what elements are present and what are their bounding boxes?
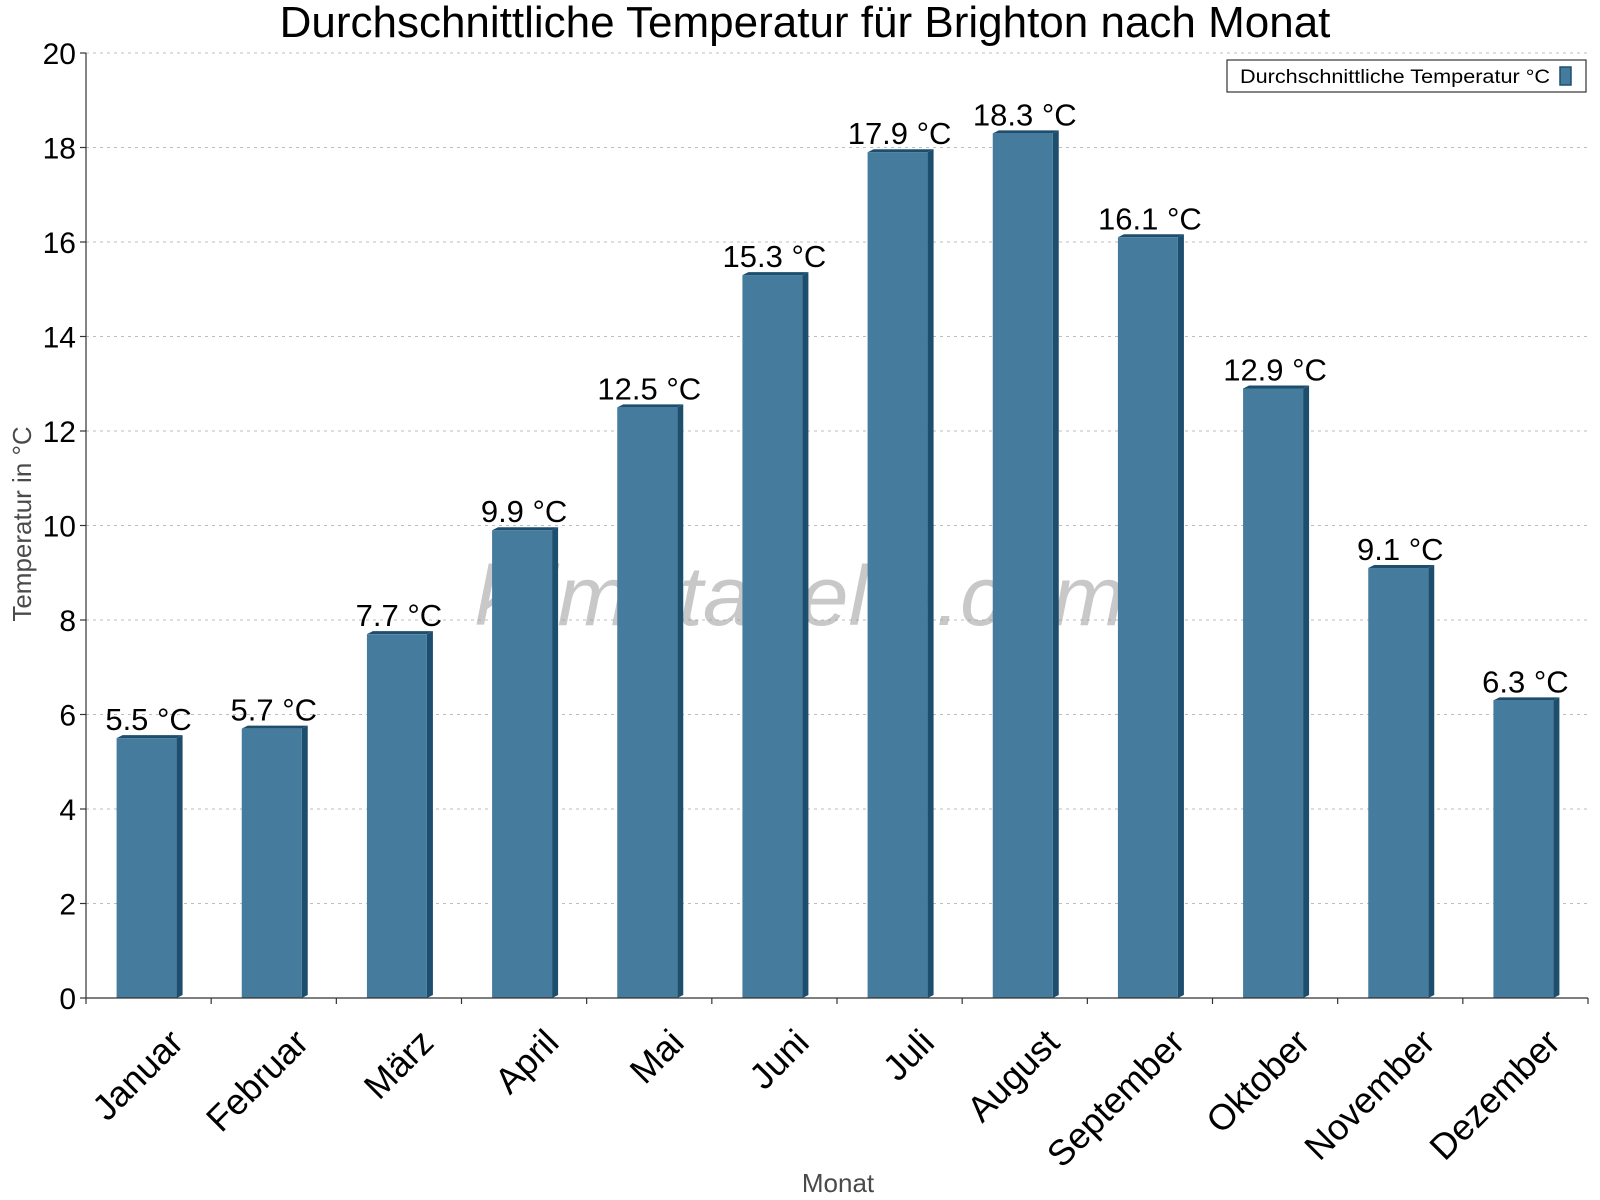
axes	[80, 52, 1589, 1004]
bar-top	[992, 130, 1059, 134]
bar-face	[742, 275, 803, 998]
legend-label: Durchschnittliche Temperatur °C	[1240, 67, 1550, 88]
bar-side	[1303, 385, 1310, 999]
legend-box	[1226, 59, 1587, 93]
x-tick-label: Juli	[875, 1021, 942, 1088]
legend: Durchschnittliche Temperatur °C	[1226, 59, 1587, 93]
x-tick-label: Juni	[741, 1021, 817, 1097]
chart-title: Durchschnittliche Temperatur für Brighto…	[280, 0, 1331, 47]
bar-april	[492, 527, 559, 998]
bar-januar	[116, 735, 183, 998]
x-tick-label: November	[1296, 1021, 1442, 1167]
y-axis-title: Temperatur in °C	[7, 426, 37, 621]
value-label: 12.5 °C	[597, 371, 701, 406]
x-tick-label: Dezember	[1421, 1021, 1567, 1167]
bar-top	[366, 631, 433, 635]
bar-face	[1117, 237, 1178, 998]
bar-side	[1052, 130, 1059, 998]
y-tick-label: 8	[59, 605, 76, 638]
x-tick-label: Oktober	[1198, 1021, 1318, 1141]
bar-side	[176, 735, 183, 998]
value-label: 6.3 °C	[1482, 664, 1569, 699]
bar-oktober	[1243, 385, 1310, 999]
bar-side	[426, 631, 433, 998]
value-label: 5.7 °C	[231, 693, 318, 728]
bar-top	[1243, 385, 1310, 389]
bar-face	[492, 530, 553, 998]
bar-face	[617, 407, 678, 998]
bar-side	[802, 272, 809, 998]
legend-swatch	[1559, 66, 1572, 86]
x-tick-label: September	[1039, 1021, 1193, 1175]
bar-top	[241, 725, 308, 729]
value-label: 16.1 °C	[1098, 201, 1202, 236]
bar-top	[492, 527, 559, 531]
x-tick-labels: Januar Februar März April Mai Juni Juli AugustS…	[84, 1021, 1568, 1175]
x-tick-label: April	[486, 1021, 566, 1101]
bar-juni	[742, 272, 809, 998]
y-tick-labels: 0 2 4 6 8 10 12 14 16 18 20	[43, 38, 76, 1016]
value-label: 12.9 °C	[1223, 352, 1327, 387]
y-tick-label: 14	[43, 322, 76, 355]
value-labels: 5.5 °C 5.7 °C 7.7 °C 9.9 °C 12.5 °C 15.3 °C 17…	[105, 97, 1568, 737]
bar-september	[1117, 234, 1184, 998]
value-label: 15.3 °C	[723, 239, 827, 274]
bar-face	[116, 738, 177, 998]
x-tick-label: Februar	[198, 1021, 316, 1139]
y-tick-label: 20	[43, 38, 76, 71]
value-label: 5.5 °C	[105, 702, 192, 737]
bar-august	[992, 130, 1059, 998]
bar-top	[1493, 697, 1560, 701]
value-label: 18.3 °C	[973, 97, 1077, 132]
value-label: 7.7 °C	[356, 598, 443, 633]
y-tick-label: 6	[59, 700, 76, 733]
bar-november	[1368, 565, 1435, 998]
bar-februar	[241, 725, 308, 998]
bar-side	[1553, 697, 1560, 998]
bar-side	[1428, 565, 1435, 998]
x-tick-label: März	[356, 1021, 442, 1107]
bar-face	[366, 634, 427, 998]
bar-dezember	[1493, 697, 1560, 998]
bar-side	[677, 404, 684, 998]
y-tick-label: 18	[43, 133, 76, 166]
bars	[116, 130, 1560, 999]
value-label: 9.1 °C	[1357, 532, 1444, 567]
bar-side	[1177, 234, 1184, 998]
bar-face	[1368, 568, 1429, 998]
bar-top	[1117, 234, 1184, 238]
bar-top	[116, 735, 183, 739]
y-tick-label: 16	[43, 227, 76, 260]
y-tick-label: 10	[43, 511, 76, 544]
bar-side	[552, 527, 559, 998]
y-tick-label: 0	[59, 983, 76, 1016]
y-tick-label: 2	[59, 889, 76, 922]
bar-face	[867, 152, 928, 999]
value-label: 9.9 °C	[481, 494, 568, 529]
bar-side	[301, 725, 308, 998]
bar-side	[927, 149, 934, 999]
bar-face	[1243, 388, 1304, 999]
x-tick-label: August	[959, 1021, 1067, 1129]
bar-top	[867, 149, 934, 153]
bar-juli	[867, 149, 934, 999]
x-axis-title: Monat	[802, 1168, 875, 1198]
x-tick-label: Januar	[84, 1021, 191, 1128]
bar-mai	[617, 404, 684, 998]
bar-face	[1493, 700, 1554, 998]
bar-märz	[366, 631, 433, 998]
grid-lines	[86, 52, 1588, 904]
y-tick-label: 12	[43, 416, 76, 449]
value-label: 17.9 °C	[848, 116, 952, 151]
bar-top	[617, 404, 684, 408]
bar-top	[742, 272, 809, 276]
bar-face	[241, 728, 302, 998]
bar-top	[1368, 565, 1435, 569]
y-tick-label: 4	[59, 794, 76, 827]
x-tick-label: Mai	[622, 1021, 692, 1091]
bar-face	[992, 133, 1053, 998]
